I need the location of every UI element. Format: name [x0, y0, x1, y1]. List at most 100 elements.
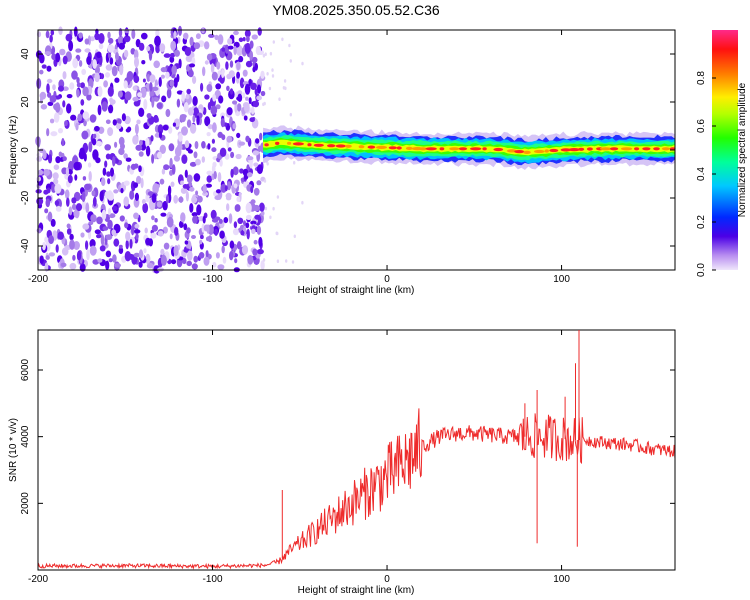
- noise-speck: [201, 156, 205, 163]
- noise-speck: [210, 105, 218, 115]
- noise-speck: [160, 212, 167, 217]
- signal-band-core: [405, 146, 413, 150]
- noise-speck: [49, 118, 55, 124]
- noise-speck: [112, 119, 118, 126]
- noise-speck: [217, 264, 225, 270]
- noise-speck: [160, 74, 165, 79]
- noise-speck: [108, 37, 114, 44]
- noise-speck: [133, 212, 139, 220]
- noise-speck: [66, 103, 72, 114]
- noise-speck: [125, 231, 131, 241]
- noise-speck: [145, 145, 151, 157]
- noise-speck: [168, 126, 173, 134]
- noise-speck: [114, 263, 121, 268]
- noise-speck: [220, 183, 227, 193]
- colorbar-tick-label: 0.8: [696, 71, 707, 85]
- signal-band: [263, 125, 676, 170]
- noise-speck: [218, 218, 223, 224]
- noise-speck: [130, 163, 137, 170]
- noise-speck: [166, 216, 174, 228]
- noise-speck: [243, 115, 248, 121]
- signal-band-core: [523, 150, 531, 154]
- noise-speck: [150, 232, 157, 239]
- noise-speck: [205, 250, 209, 258]
- noise-speck: [118, 136, 125, 146]
- noise-speck: [230, 151, 235, 159]
- noise-speck: [112, 254, 117, 263]
- signal-band-core: [307, 143, 312, 147]
- noise-speck: [176, 98, 181, 108]
- signal-band-core: [375, 145, 388, 149]
- noise-speck: [119, 215, 125, 222]
- noise-speck: [141, 60, 146, 65]
- noise-speck: [107, 86, 114, 97]
- noise-speck: [227, 147, 232, 152]
- noise-speck: [250, 186, 254, 194]
- noise-speck: [88, 171, 92, 182]
- noise-speck: [105, 260, 110, 271]
- noise-speck: [123, 35, 131, 43]
- noise-speck: [169, 79, 175, 87]
- noise-speck: [136, 175, 142, 185]
- noise-speck: [215, 83, 222, 90]
- noise-speck: [107, 127, 114, 137]
- noise-speck: [113, 189, 119, 194]
- signal-band-core: [419, 147, 427, 151]
- noise-speck: [99, 190, 104, 202]
- noise-speck: [85, 240, 89, 250]
- noise-speck: [227, 181, 231, 191]
- noise-speck: [217, 172, 222, 183]
- noise-speck: [151, 215, 155, 221]
- noise-speck: [206, 53, 213, 61]
- noise-speck: [252, 150, 260, 156]
- noise-speck: [192, 75, 197, 84]
- noise-speck: [242, 69, 248, 77]
- noise-speck: [104, 144, 111, 151]
- noise-speck: [236, 45, 243, 56]
- noise-speck: [78, 32, 83, 39]
- noise-speck: [293, 234, 296, 239]
- noise-speck: [73, 26, 78, 37]
- signal-band-core: [458, 147, 468, 151]
- noise-speck: [259, 132, 263, 141]
- noise-speck: [133, 229, 141, 234]
- noise-speck: [138, 249, 144, 259]
- noise-speck: [94, 229, 101, 235]
- noise-speck: [97, 258, 103, 263]
- noise-speck: [84, 48, 91, 53]
- noise-speck: [244, 29, 251, 38]
- noise-speck: [188, 63, 196, 68]
- noise-speck: [212, 122, 217, 133]
- noise-speck: [110, 167, 114, 177]
- noise-speck: [156, 201, 163, 208]
- noise-speck: [215, 104, 221, 110]
- noise-speck: [288, 43, 291, 48]
- noise-speck: [194, 141, 199, 149]
- noise-speck: [74, 174, 78, 181]
- noise-speck: [108, 258, 113, 263]
- noise-speck: [65, 166, 69, 176]
- noise-speck: [272, 40, 275, 44]
- noise-speck: [36, 156, 43, 162]
- noise-speck: [180, 187, 187, 194]
- noise-speck: [104, 191, 110, 199]
- noise-speck: [105, 119, 111, 125]
- noise-speck: [42, 150, 47, 160]
- noise-speck: [87, 162, 92, 168]
- noise-speck: [247, 254, 254, 265]
- noise-speck: [234, 204, 241, 212]
- noise-speck: [189, 186, 195, 192]
- noise-speck: [39, 69, 44, 75]
- noise-speck: [159, 144, 166, 154]
- noise-speck: [244, 83, 251, 95]
- signal-band-core: [313, 143, 324, 147]
- noise-speck: [72, 254, 76, 261]
- noise-speck: [255, 138, 260, 144]
- noise-speck: [234, 102, 238, 113]
- y-tick-label: 4000: [20, 425, 31, 448]
- noise-speck: [196, 204, 202, 216]
- noise-speck: [138, 151, 144, 157]
- noise-speck: [48, 252, 56, 257]
- noise-speck: [168, 143, 175, 152]
- noise-speck: [161, 95, 167, 103]
